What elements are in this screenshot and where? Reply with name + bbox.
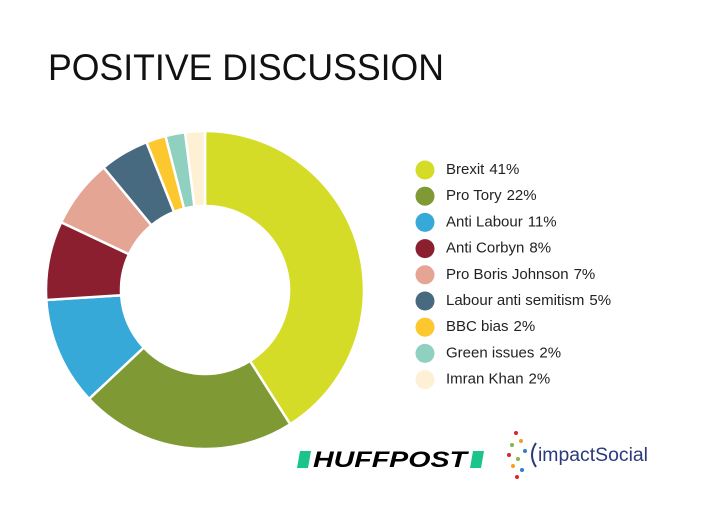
legend-value: 7% — [574, 266, 596, 283]
legend-swatch — [415, 317, 435, 337]
legend-swatch — [415, 186, 435, 206]
legend-value: 5% — [589, 292, 611, 309]
legend-label: Pro Boris Johnson 7% — [446, 266, 595, 283]
legend-swatch — [415, 212, 435, 232]
logo-dot — [520, 468, 524, 472]
logo-bracket — [531, 442, 537, 468]
legend-swatch — [415, 370, 435, 390]
legend-category: Brexit — [446, 161, 485, 178]
donut-slice — [183, 129, 207, 209]
legend-value: 2% — [529, 371, 551, 388]
logo-dot — [519, 439, 523, 443]
legend-swatch — [415, 265, 435, 285]
legend-label: Anti Corbyn 8% — [446, 240, 551, 257]
logo-text: impactSocial — [538, 445, 648, 466]
legend-label: Green issues 2% — [446, 344, 561, 361]
logo-dot — [507, 453, 511, 457]
legend-category: Pro Boris Johnson — [446, 266, 569, 283]
logo-dot — [515, 475, 519, 479]
legend-label: Brexit 41% — [446, 161, 519, 178]
logo-bar — [470, 451, 484, 468]
legend-value: 11% — [528, 213, 557, 230]
legend-category: Anti Corbyn — [446, 240, 524, 257]
logo-text: HUFFPOST — [313, 447, 469, 472]
legend-category: Green issues — [446, 344, 534, 361]
legend-swatch — [415, 160, 435, 180]
legend-label: Pro Tory 22% — [446, 187, 537, 204]
legend-label: Imran Khan 2% — [446, 371, 550, 388]
legend-value: 22% — [507, 187, 537, 204]
legend-category: Pro Tory — [446, 187, 502, 204]
impact-social-logo: impactSocial — [507, 431, 648, 479]
donut-slice — [203, 129, 366, 426]
legend-value: 41% — [489, 161, 519, 178]
logo-dot — [510, 443, 514, 447]
logo-dot — [523, 449, 527, 453]
legend-swatch — [415, 239, 435, 259]
legend-label: BBC bias 2% — [446, 318, 535, 335]
donut-slice — [87, 345, 292, 451]
legend-category: Labour anti semitism — [446, 292, 584, 309]
legend-category: Imran Khan — [446, 371, 524, 388]
legend-value: 8% — [529, 240, 551, 257]
legend-category: Anti Labour — [446, 213, 523, 230]
legend-swatch — [415, 343, 435, 363]
logo-bar — [297, 451, 311, 468]
legend-value: 2% — [539, 344, 561, 361]
legend-swatch — [415, 291, 435, 311]
legend-label: Labour anti semitism 5% — [446, 292, 611, 309]
huffpost-logo: HUFFPOST — [297, 447, 484, 472]
logo-dot — [516, 457, 520, 461]
logo-dot — [514, 431, 518, 435]
logo-dot — [511, 464, 515, 468]
chart-title: POSITIVE DISCUSSION — [48, 47, 444, 88]
legend-category: BBC bias — [446, 318, 509, 335]
legend-value: 2% — [514, 318, 536, 335]
legend-label: Anti Labour 11% — [446, 213, 557, 230]
